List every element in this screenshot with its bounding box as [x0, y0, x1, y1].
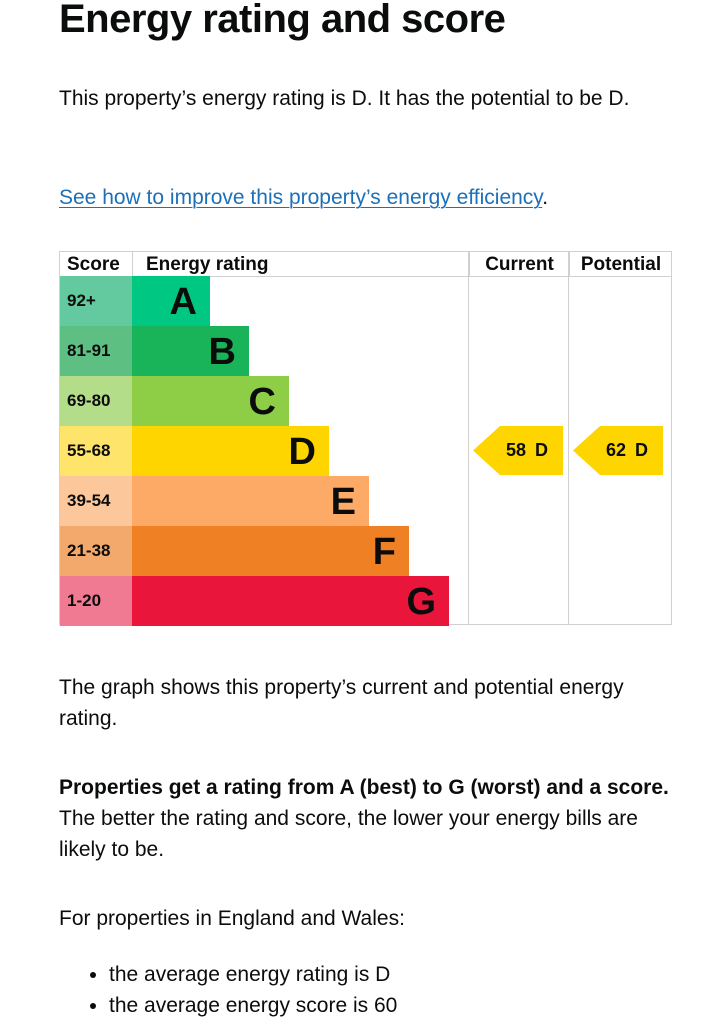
rating-explanation-bold: Properties get a rating from A (best) to…: [59, 776, 669, 799]
graph-caption: The graph shows this property’s current …: [59, 676, 624, 730]
rating-bar: C: [132, 376, 289, 426]
score-range: 69-80: [60, 376, 132, 426]
rating-explanation-text: The better the rating and score, the low…: [59, 807, 638, 861]
current-column-divider: [468, 252, 469, 624]
rating-bar: A: [132, 276, 210, 326]
improve-efficiency-link[interactable]: See how to improve this property’s energ…: [59, 186, 543, 209]
score-range: 21-38: [60, 526, 132, 576]
potential-rating-arrow: 62 D: [573, 426, 663, 475]
rating-bar: D: [132, 426, 329, 476]
average-rating-item: the average energy rating is D: [109, 959, 397, 990]
current-rating-arrow: 58 D: [473, 426, 563, 475]
rating-bar: B: [132, 326, 249, 376]
rating-explanation: Properties get a rating from A (best) to…: [59, 772, 669, 865]
region-intro: For properties in England and Wales:: [59, 907, 405, 930]
score-range: 81-91: [60, 326, 132, 376]
rating-bar: E: [132, 476, 369, 526]
averages-list: the average energy rating is D the avera…: [59, 959, 397, 1021]
score-range: 1-20: [60, 576, 132, 626]
average-score-item: the average energy score is 60: [109, 990, 397, 1021]
energy-rating-header: Energy rating: [132, 252, 469, 277]
link-suffix: .: [542, 186, 549, 209]
rating-bar: F: [132, 526, 409, 576]
score-range: 55-68: [60, 426, 132, 476]
rating-bar: G: [132, 576, 449, 626]
current-header: Current: [469, 252, 569, 277]
header-divider: [60, 276, 671, 277]
score-range: 92+: [60, 276, 132, 326]
energy-rating-chart: Score Energy rating Current Potential 92…: [59, 251, 672, 626]
score-header: Score: [67, 254, 120, 275]
potential-header: Potential: [569, 252, 672, 277]
score-range: 39-54: [60, 476, 132, 526]
potential-column-divider: [568, 252, 569, 624]
rating-summary: This property’s energy rating is D. It h…: [59, 87, 630, 110]
improve-paragraph: See how to improve this property’s energ…: [59, 182, 669, 213]
page-title: Energy rating and score: [59, 0, 506, 41]
